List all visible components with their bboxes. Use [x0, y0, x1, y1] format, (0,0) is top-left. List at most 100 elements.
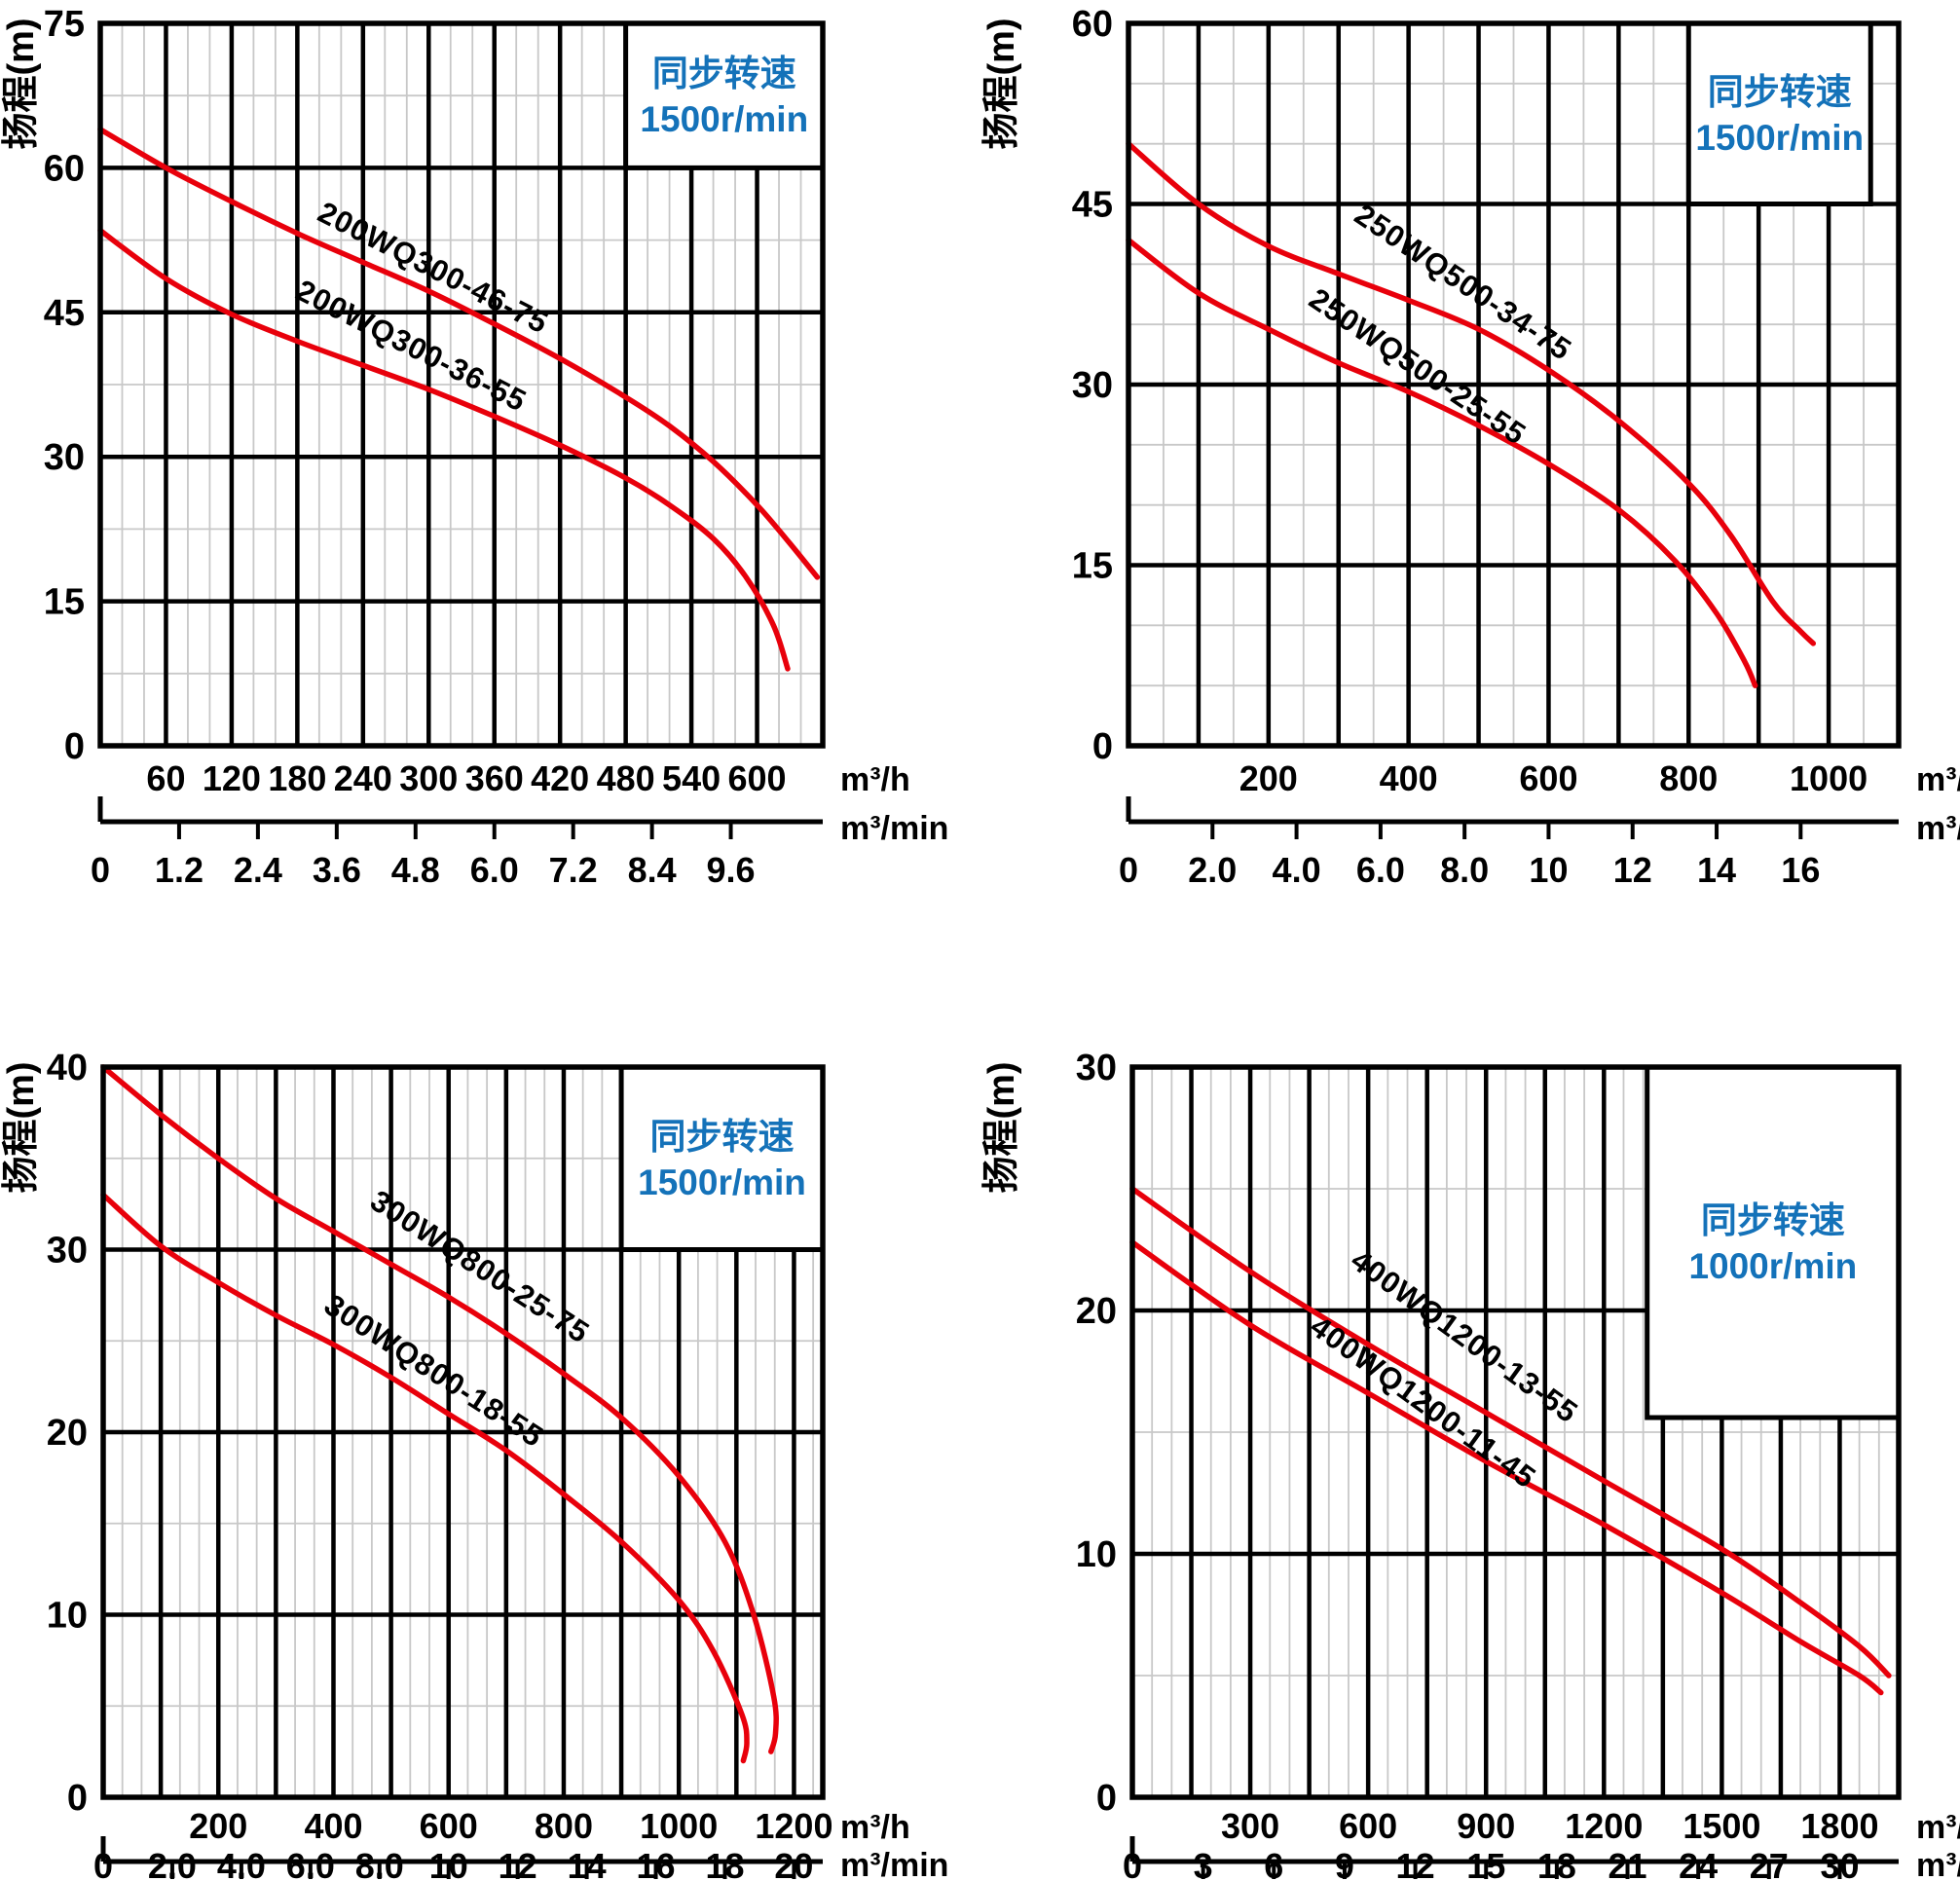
minute-tick-label: 8.0 — [1440, 850, 1489, 890]
y-axis-tick-labels: 0 15 30 45 60 — [1072, 4, 1113, 767]
y-tick-label: 15 — [44, 582, 85, 623]
x-tick-label: 1200 — [755, 1806, 832, 1846]
x-tick-label: 200 — [1239, 758, 1298, 798]
pump-curves — [1126, 140, 1817, 688]
minute-tick-label: 4.8 — [391, 850, 440, 890]
y-tick-label: 20 — [47, 1413, 88, 1454]
plot-frame — [1126, 20, 1902, 749]
pump-curves — [97, 127, 821, 672]
y-tick-label: 30 — [1072, 365, 1113, 406]
pump-curve-0 — [1126, 140, 1817, 646]
minute-tick-label: 0 — [1119, 850, 1138, 890]
speed-box: 同步转速 1500r/min — [623, 20, 826, 170]
x-tick-label: 420 — [531, 758, 589, 798]
x-tick-label: 1800 — [1800, 1806, 1878, 1846]
hour-unit-label: m³/h — [1916, 1809, 1960, 1846]
minute-tick-label: 18 — [1537, 1846, 1576, 1881]
minute-tick-label: 9 — [1335, 1846, 1354, 1881]
x-tick-label: 120 — [203, 758, 261, 798]
y-tick-label: 0 — [1092, 726, 1113, 767]
y-axis-title: 扬程(m) — [981, 1061, 1022, 1193]
minute-tick-label: 6.0 — [1356, 850, 1405, 890]
minute-tick-label: 4.0 — [217, 1846, 266, 1881]
speed-title-label: 同步转速 — [650, 1117, 795, 1157]
y-tick-label: 60 — [44, 148, 85, 189]
minute-tick-label: 0 — [91, 850, 110, 890]
pump-curves — [1129, 1186, 1892, 1696]
minute-tick-label: 6.0 — [286, 1846, 335, 1881]
x-tick-label: 600 — [728, 758, 787, 798]
y-tick-label: 0 — [64, 726, 85, 767]
chart-canvas: 同步转速1500r/min250WQ500-34-75250WQ500-25-5… — [981, 4, 1960, 890]
hour-unit-label: m³/h — [840, 761, 910, 798]
speed-value-label: 1500r/min — [638, 1162, 806, 1202]
speed-value-label: 1500r/min — [640, 99, 808, 139]
chart-canvas: 同步转速1500r/min200WQ300-46-75200WQ300-36-5… — [1, 4, 948, 890]
minute-tick-label: 3.6 — [313, 850, 361, 890]
minute-tick-label: 16 — [1781, 850, 1820, 890]
chart-canvas: 同步转速1000r/min400WQ1200-13-55400WQ1200-11… — [981, 1048, 1960, 1881]
x-tick-label: 1000 — [1790, 758, 1868, 798]
y-axis-title: 扬程(m) — [1, 18, 42, 149]
minute-tick-label: 16 — [637, 1846, 676, 1881]
pump-curve-1 — [1126, 237, 1758, 688]
x-tick-label: 360 — [465, 758, 524, 798]
x-tick-label: 200 — [189, 1806, 247, 1846]
chart-canvas: 同步转速1500r/min300WQ800-25-75300WQ800-18-5… — [1, 1048, 948, 1881]
y-tick-label: 0 — [1096, 1778, 1117, 1819]
y-tick-label: 45 — [1072, 185, 1113, 226]
x-tick-label: 900 — [1457, 1806, 1515, 1846]
x-tick-label: 1200 — [1565, 1806, 1643, 1846]
speed-box: 同步转速 1500r/min — [1685, 20, 1873, 206]
y-tick-label: 30 — [1076, 1048, 1117, 1088]
speed-title-label: 同步转速 — [652, 54, 796, 93]
minute-tick-label: 27 — [1750, 1846, 1789, 1881]
minute-scale: 0 3 6 9 12 15 18 21 24 27 30 m³/min — [1123, 1836, 1960, 1881]
hour-unit-label: m³/h — [840, 1809, 910, 1846]
speed-value-label: 1500r/min — [1695, 118, 1864, 158]
y-tick-label: 15 — [1072, 546, 1113, 587]
pump-curve-0 — [97, 127, 821, 580]
x-tick-label: 400 — [304, 1806, 362, 1846]
x-tick-label: 60 — [146, 758, 185, 798]
x-tick-label: 800 — [535, 1806, 593, 1846]
minute-tick-label: 6.0 — [470, 850, 519, 890]
pump-curve-1 — [100, 1192, 750, 1764]
plot-frame — [1129, 1064, 1902, 1800]
minute-tick-label: 12 — [499, 1846, 537, 1881]
grid-minor — [100, 23, 823, 746]
x-tick-label: 480 — [597, 758, 655, 798]
minute-tick-label: 14 — [1697, 850, 1736, 890]
minute-tick-label: 24 — [1679, 1846, 1718, 1881]
x-tick-label: 240 — [334, 758, 392, 798]
y-tick-label: 10 — [47, 1596, 88, 1637]
pump-curve-1 — [97, 227, 791, 672]
y-axis-tick-labels: 0 15 30 45 60 75 — [44, 4, 85, 767]
pump-curve-1 — [1129, 1239, 1884, 1696]
minute-tick-label: 10 — [1529, 850, 1568, 890]
x-axis-hour-labels: 300 600 900 1200 1500 1800 m³/h — [1221, 1806, 1960, 1846]
plot-frame — [100, 1064, 826, 1800]
speed-box: 同步转速 1000r/min — [1645, 1064, 1902, 1420]
x-tick-label: 600 — [420, 1806, 478, 1846]
y-axis-tick-labels: 0 10 20 30 — [1076, 1048, 1117, 1819]
plot-frame — [97, 20, 826, 749]
minute-tick-label: 20 — [774, 1846, 813, 1881]
pump-curve-0 — [1129, 1186, 1892, 1678]
minute-tick-label: 8.0 — [355, 1846, 404, 1881]
y-tick-label: 45 — [44, 293, 85, 334]
chart-200wq300: 同步转速 1500r/min 200WQ300-46-75 200WQ300-36-5… — [0, 0, 980, 940]
x-axis-hour-labels: 200 400 600 800 1000 1200 m³/h — [189, 1806, 910, 1846]
minute-tick-label: 4.0 — [1273, 850, 1321, 890]
minute-tick-label: 18 — [705, 1846, 744, 1881]
y-tick-label: 0 — [67, 1778, 88, 1819]
minute-tick-label: 12 — [1396, 1846, 1435, 1881]
chart-300wq800: 同步转速 1500r/min 300WQ800-25-75 300WQ800-18-5… — [0, 940, 980, 1881]
y-tick-label: 40 — [47, 1048, 88, 1088]
minute-tick-label: 6 — [1264, 1846, 1283, 1881]
x-tick-label: 400 — [1380, 758, 1438, 798]
minute-tick-label: 30 — [1820, 1846, 1859, 1881]
y-tick-label: 75 — [44, 4, 85, 45]
minute-tick-label: 21 — [1608, 1846, 1646, 1881]
